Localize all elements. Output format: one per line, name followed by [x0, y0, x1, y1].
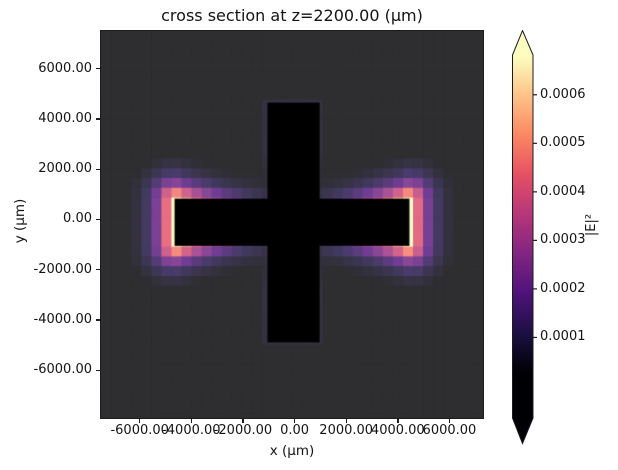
plot-area: [100, 30, 484, 419]
x-tick-mark: [139, 419, 141, 423]
x-tick-label: 4000.00: [370, 423, 425, 438]
colorbar-tick-label: 0.0006: [540, 86, 586, 102]
x-tick-label: -4000.00: [162, 423, 221, 438]
x-axis-label: x (µm): [269, 443, 315, 459]
colorbar-tick-label: 0.0002: [540, 280, 586, 296]
y-tick-mark: [96, 269, 100, 271]
y-tick-label: 0.00: [63, 211, 92, 227]
x-tick-mark: [448, 419, 451, 423]
colorbar-gradient-bar: [512, 30, 534, 445]
x-tick-mark: [397, 419, 399, 423]
y-tick-label: 6000.00: [38, 60, 92, 76]
x-tick-mark: [190, 419, 193, 423]
y-tick-mark: [96, 168, 100, 170]
x-tick-mark: [345, 419, 347, 423]
y-axis-label: y (µm): [12, 198, 28, 244]
y-tick-mark: [96, 218, 100, 221]
colorbar-tick-label: 0.0004: [540, 183, 586, 199]
colorbar-tick-label: 0.0003: [540, 232, 586, 248]
y-tick-mark: [96, 68, 100, 70]
x-tick-label: -6000.00: [110, 423, 169, 438]
y-tick-label: -2000.00: [33, 261, 92, 277]
heatmap-canvas: [101, 31, 483, 418]
plot-title: cross section at z=2200.00 (µm): [161, 6, 423, 25]
x-tick-label: 2000.00: [319, 423, 374, 438]
colorbar-label: |E|²: [584, 213, 599, 237]
y-tick-mark: [96, 319, 100, 321]
y-tick-label: -4000.00: [33, 311, 92, 327]
y-tick-mark: [96, 369, 100, 371]
x-tick-label: 0.00: [280, 423, 310, 438]
colorbar-tick-label: 0.0005: [540, 135, 586, 151]
y-tick-label: -6000.00: [33, 362, 92, 378]
colorbar: [512, 30, 537, 445]
x-tick-mark: [242, 419, 244, 423]
y-tick-label: 4000.00: [38, 110, 92, 126]
x-tick-mark: [294, 419, 296, 423]
x-tick-label: -2000.00: [213, 423, 273, 438]
y-tick-mark: [96, 118, 100, 120]
x-tick-label: 6000.00: [422, 423, 477, 438]
colorbar-tick-label: 0.0001: [540, 329, 586, 345]
y-tick-label: 2000.00: [38, 161, 92, 177]
